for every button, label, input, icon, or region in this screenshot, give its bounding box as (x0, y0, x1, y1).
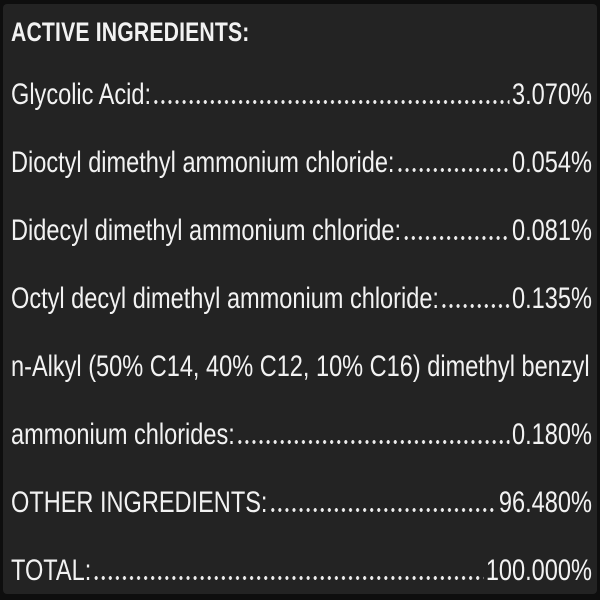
ingredient-percentage: 0.180% (512, 418, 592, 451)
ingredient-row-total: TOTAL: 100.000% (11, 554, 592, 594)
ingredient-name: OTHER INGREDIENTS: (11, 486, 268, 519)
ingredient-list: Glycolic Acid: 3.070% Dioctyl dimethyl a… (11, 78, 592, 594)
ingredient-percentage: 0.054% (512, 146, 592, 179)
dot-leader (396, 168, 510, 172)
ingredient-row-n-alkyl-line1: n-Alkyl (50% C14, 40% C12, 10% C16) dime… (11, 350, 592, 418)
ingredient-row-n-alkyl-line2: ammonium chlorides: 0.180% (11, 418, 592, 486)
ingredient-name: n-Alkyl (50% C14, 40% C12, 10% C16) dime… (11, 350, 590, 383)
dot-leader (269, 508, 497, 512)
dot-leader (152, 100, 510, 104)
ingredient-name: Didecyl dimethyl ammonium chloride: (11, 214, 402, 247)
ingredient-percentage: 100.000% (485, 554, 592, 587)
dot-leader (440, 304, 510, 308)
ingredient-percentage: 0.081% (512, 214, 592, 247)
label-content: ACTIVE INGREDIENTS: Glycolic Acid: 3.070… (11, 13, 592, 594)
ingredient-name: ammonium chlorides: (11, 418, 235, 451)
ingredients-label-panel: ACTIVE INGREDIENTS: Glycolic Acid: 3.070… (3, 4, 597, 594)
ingredient-row-octyl-decyl: Octyl decyl dimethyl ammonium chloride: … (11, 282, 592, 350)
ingredient-row-glycolic-acid: Glycolic Acid: 3.070% (11, 78, 592, 146)
ingredient-percentage: 3.070% (512, 78, 592, 111)
dot-leader (236, 440, 510, 444)
ingredient-row-dioctyl: Dioctyl dimethyl ammonium chloride: 0.05… (11, 146, 592, 214)
ingredient-name: Octyl decyl dimethyl ammonium chloride: (11, 282, 439, 315)
ingredient-row-didecyl: Didecyl dimethyl ammonium chloride: 0.08… (11, 214, 592, 282)
ingredient-percentage: 0.135% (512, 282, 592, 315)
panel-title: ACTIVE INGREDIENTS: (11, 17, 250, 47)
ingredient-name: Dioctyl dimethyl ammonium chloride: (11, 146, 395, 179)
dot-leader (402, 236, 510, 240)
dot-leader (92, 576, 484, 580)
ingredient-row-other-ingredients: OTHER INGREDIENTS: 96.480% (11, 486, 592, 554)
ingredient-percentage: 96.480% (498, 486, 592, 519)
ingredient-name: TOTAL: (11, 554, 92, 587)
ingredient-name: Glycolic Acid: (11, 78, 152, 111)
